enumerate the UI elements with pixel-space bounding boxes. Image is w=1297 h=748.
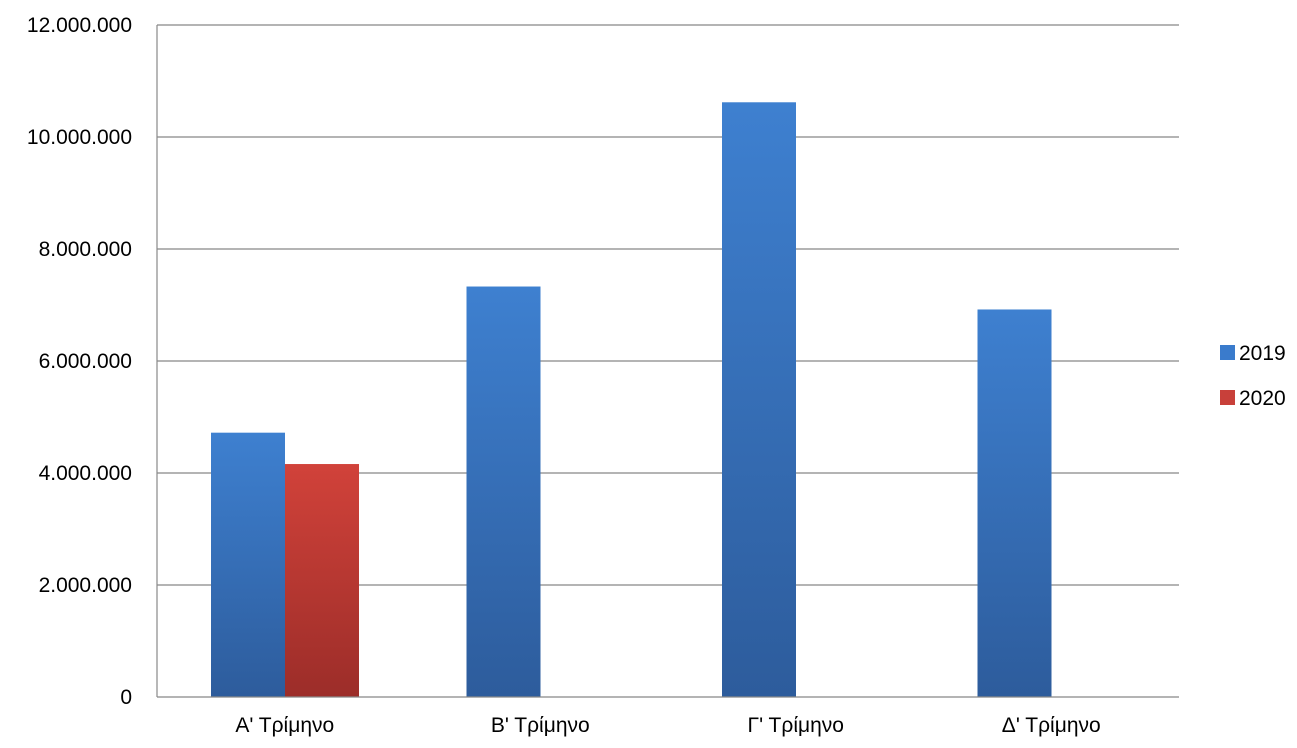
- y-tick-label: 12.000.000: [27, 14, 132, 37]
- axes: 0 2.000.000 4.000.000 6.000.000 8.000.000 10.…: [27, 14, 1179, 737]
- bar-2019-2: [466, 286, 541, 697]
- y-tick-label: 6.000.000: [39, 350, 132, 373]
- x-tick-label: Δ' Τρίμηνο: [1002, 714, 1101, 737]
- legend: 2019 2020: [1220, 342, 1286, 410]
- x-tick-label: Γ' Τρίμηνο: [748, 714, 844, 737]
- legend-label-2019: 2019: [1239, 342, 1286, 365]
- x-tick-label: Β' Τρίμηνο: [491, 714, 590, 737]
- x-tick-label: Α' Τρίμηνο: [235, 714, 334, 737]
- legend-swatch-2019: [1220, 345, 1235, 360]
- bar-2020-1: [285, 464, 359, 697]
- y-tick-label: 10.000.000: [27, 126, 132, 149]
- y-tick-label: 4.000.000: [39, 462, 132, 485]
- y-tick-label: 2.000.000: [39, 574, 132, 597]
- legend-swatch-2020: [1220, 390, 1235, 405]
- bars: [211, 102, 1052, 697]
- bar-2019-4: [977, 309, 1052, 697]
- bar-2019-1: [211, 432, 285, 697]
- y-tick-label: 8.000.000: [39, 238, 132, 261]
- legend-label-2020: 2020: [1239, 387, 1286, 410]
- bar-2019-3: [722, 102, 796, 697]
- y-tick-label: 0: [120, 686, 132, 709]
